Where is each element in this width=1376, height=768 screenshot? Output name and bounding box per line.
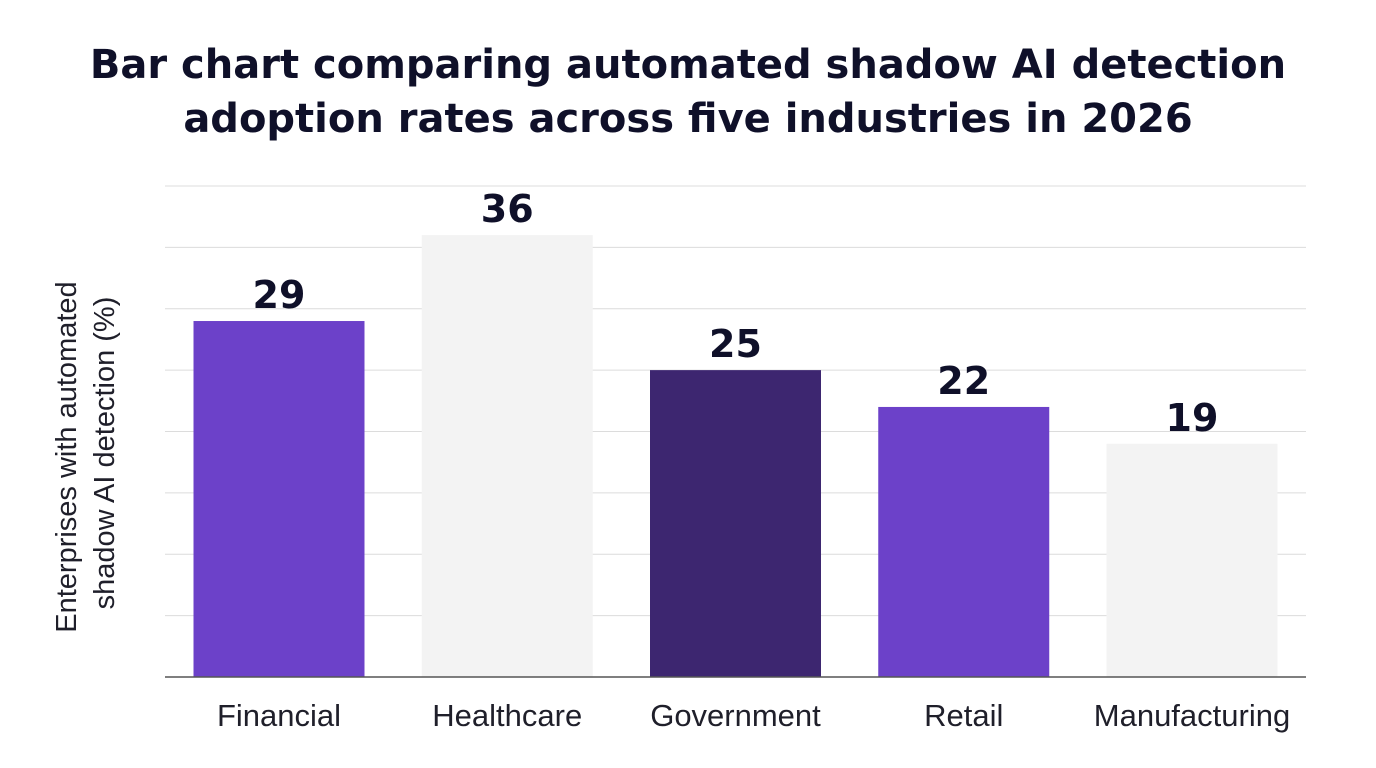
y-axis-label: Enterprises with automated shadow AI det…	[51, 273, 121, 632]
category-labels: Financial Healthcare Government Retail Manuf…	[217, 698, 1290, 733]
bar-government	[650, 370, 821, 677]
value-label-healthcare: 36	[481, 187, 534, 231]
value-label-financial: 29	[253, 273, 306, 317]
chart-title: Bar chart comparing automated shadow AI …	[0, 38, 1376, 146]
y-axis-label-line-1: Enterprises with automated	[51, 281, 83, 632]
bar-retail	[878, 406, 1050, 677]
category-label-manufacturing: Manufacturing	[1094, 698, 1290, 733]
category-label-healthcare: Healthcare	[432, 698, 582, 733]
category-label-retail: Retail	[924, 698, 1003, 733]
value-label-government: 25	[709, 322, 762, 366]
value-label-retail: 22	[937, 359, 990, 403]
category-label-government: Government	[650, 698, 821, 733]
bar-healthcare	[421, 235, 593, 677]
bar-financial	[193, 321, 365, 677]
y-axis-label-line-2: shadow AI detection (%)	[89, 297, 121, 610]
bar-manufacturing	[1106, 443, 1278, 677]
chart-title-line-2: adoption rates across five industries in…	[183, 96, 1193, 142]
value-labels: 29 36 25 22 19	[253, 187, 1219, 440]
category-label-financial: Financial	[217, 698, 341, 733]
chart-title-line-1: Bar chart comparing automated shadow AI …	[89, 42, 1287, 88]
bars	[193, 235, 1278, 677]
value-label-manufacturing: 19	[1166, 396, 1219, 440]
